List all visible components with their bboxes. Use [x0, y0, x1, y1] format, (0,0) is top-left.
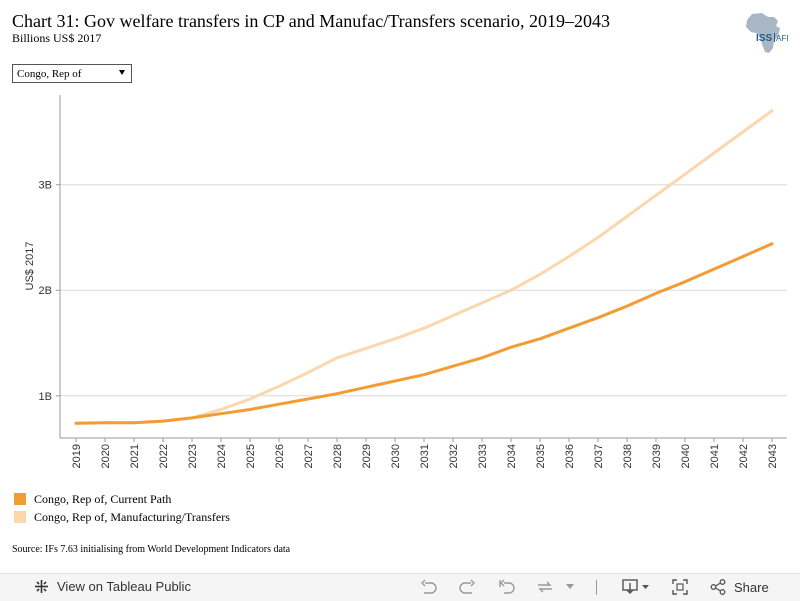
x-tick-label: 2032 — [448, 444, 460, 468]
x-tick-label: 2029 — [361, 444, 373, 468]
x-tick-label: 2043 — [767, 444, 779, 468]
source-note: Source: IFs 7.63 initialising from World… — [12, 544, 291, 555]
share-button[interactable]: Share — [710, 579, 769, 595]
refresh-button[interactable] — [536, 579, 554, 595]
redo-button[interactable] — [458, 579, 476, 595]
country-dropdown[interactable]: Congo, Rep of — [12, 64, 132, 83]
x-tick-label: 2028 — [332, 444, 344, 468]
svg-text:AFI: AFI — [776, 34, 788, 43]
share-label: Share — [734, 579, 769, 595]
x-tick-label: 2042 — [738, 444, 750, 468]
share-icon — [710, 579, 726, 595]
legend-item-current-path[interactable]: Congo, Rep of, Current Path — [14, 490, 230, 508]
series-line-current-path[interactable] — [74, 242, 774, 425]
x-tick-label: 2033 — [477, 444, 489, 468]
x-tick-label: 2023 — [187, 444, 199, 468]
y-tick-label: 1B — [39, 391, 52, 403]
redo-icon — [459, 579, 475, 594]
y-tick-labels: 1B 2B 3B — [39, 180, 60, 403]
refresh-icon — [538, 581, 552, 593]
view-on-tableau-button[interactable]: View on Tableau Public — [34, 579, 191, 594]
x-tick-label: 2026 — [274, 444, 286, 468]
view-on-tableau-label: View on Tableau Public — [57, 579, 191, 594]
fullscreen-button[interactable] — [672, 579, 688, 595]
series-line-manufacturing[interactable] — [74, 109, 774, 425]
x-tick-label: 2022 — [158, 444, 170, 468]
chevron-down-icon — [119, 70, 125, 75]
chart-title: Chart 31: Gov welfare transfers in CP an… — [12, 11, 611, 31]
refresh-dropdown-button[interactable] — [566, 584, 574, 590]
x-tick-label: 2034 — [506, 444, 518, 468]
x-tick-labels: 2019 2020 2021 2022 2023 2024 2025 2026 2027 2028… — [71, 438, 779, 468]
legend-item-manufacturing[interactable]: Congo, Rep of, Manufacturing/Transfers — [14, 508, 230, 526]
x-tick-label: 2019 — [71, 444, 83, 468]
x-tick-label: 2038 — [622, 444, 634, 468]
y-axis-label: US$ 2017 — [24, 242, 36, 291]
revert-button[interactable] — [498, 579, 516, 595]
x-tick-label: 2021 — [129, 444, 141, 468]
toolbar-separator — [596, 580, 597, 595]
legend-label-manufacturing: Congo, Rep of, Manufacturing/Transfers — [34, 509, 230, 524]
x-tick-label: 2039 — [651, 444, 663, 468]
svg-text:ISS: ISS — [756, 33, 772, 44]
x-tick-label: 2035 — [535, 444, 547, 468]
y-tick-label: 2B — [39, 285, 52, 297]
x-tick-label: 2020 — [100, 444, 112, 468]
x-tick-label: 2025 — [245, 444, 257, 468]
x-tick-label: 2036 — [564, 444, 576, 468]
legend-swatch-current-path — [14, 493, 26, 505]
x-tick-label: 2027 — [303, 444, 315, 468]
y-tick-label: 3B — [39, 180, 52, 192]
series-lines — [74, 109, 774, 425]
tableau-logo-icon — [35, 580, 48, 593]
download-icon — [622, 579, 649, 594]
fullscreen-icon — [672, 579, 688, 595]
download-button[interactable] — [622, 579, 650, 595]
country-dropdown-value: Congo, Rep of — [17, 67, 82, 80]
x-tick-label: 2031 — [419, 444, 431, 468]
x-tick-label: 2030 — [390, 444, 402, 468]
grid-lines — [60, 184, 787, 397]
undo-icon — [421, 579, 437, 594]
x-tick-label: 2041 — [709, 444, 721, 468]
revert-icon — [499, 579, 515, 594]
legend-label-current-path: Congo, Rep of, Current Path — [34, 491, 172, 506]
legend: Congo, Rep of, Current Path Congo, Rep o… — [14, 490, 230, 526]
legend-swatch-manufacturing — [14, 511, 26, 523]
x-tick-label: 2024 — [216, 444, 228, 468]
x-tick-label: 2037 — [593, 444, 605, 468]
tableau-toolbar: View on Tableau Public — [0, 573, 800, 601]
undo-button[interactable] — [420, 579, 438, 595]
x-tick-label: 2040 — [680, 444, 692, 468]
chart-subtitle: Billions US$ 2017 — [12, 31, 102, 45]
chevron-down-icon — [566, 584, 574, 589]
iss-africa-logo: ISS AFI — [746, 13, 788, 53]
